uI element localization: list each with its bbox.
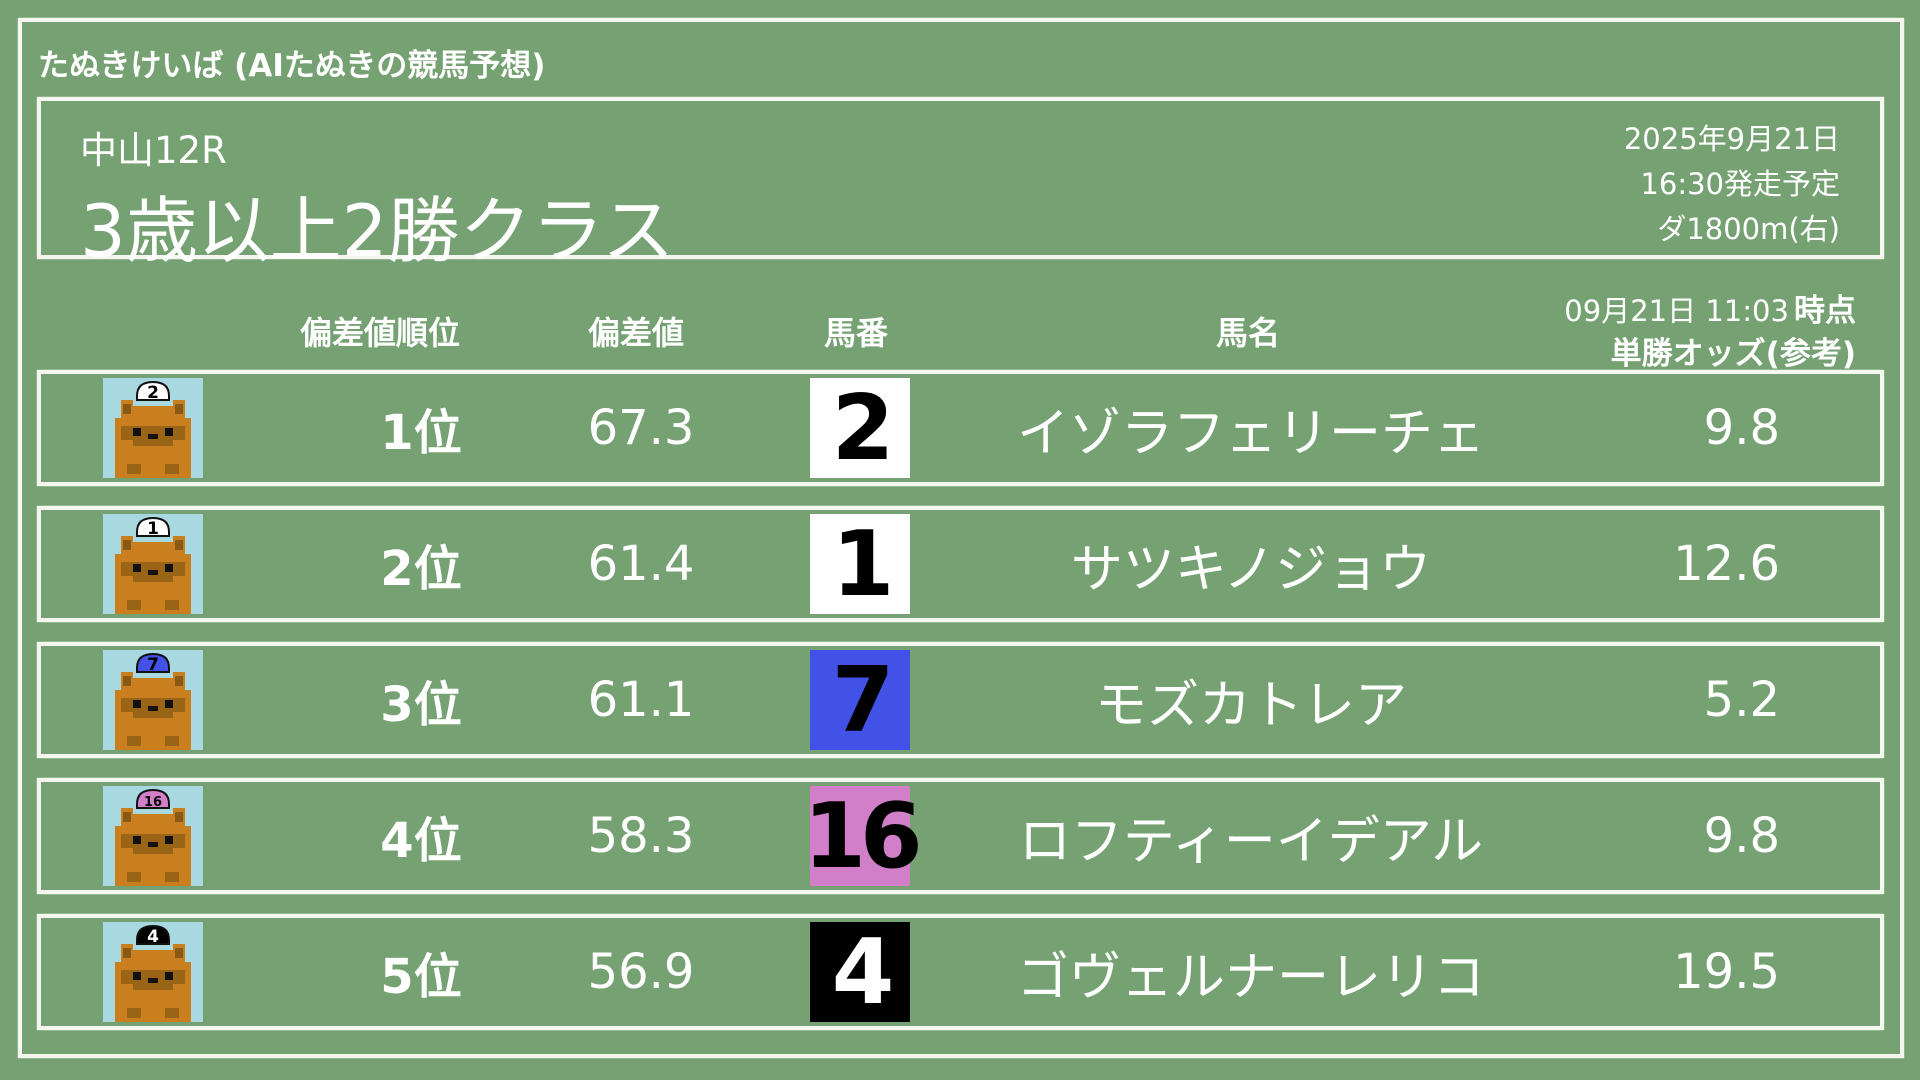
horse-number: 16: [803, 783, 922, 889]
score: 58.3: [587, 808, 695, 864]
rank: 4位: [380, 813, 462, 869]
horse-number: 2: [810, 376, 910, 481]
rank: 2位: [380, 541, 462, 597]
tanuki-svg: 1: [103, 514, 203, 614]
col-odds: 09月21日 11:03 時点 単勝オッズ(参考): [1564, 292, 1856, 373]
tanuki-svg: 16: [103, 786, 203, 886]
score: 67.3: [587, 400, 695, 456]
table-row: 4 5位 56.9 4 ゴヴェルナーレリコ 19.5: [37, 914, 1884, 1030]
race-name: 3歳以上2勝クラス: [80, 189, 675, 273]
rank: 1位: [380, 405, 462, 461]
svg-text:1: 1: [147, 519, 159, 539]
app-title: たぬきけいば (AIたぬきの競馬予想): [38, 48, 546, 84]
horse-name: ゴヴェルナーレリコ: [1016, 947, 1485, 1008]
horse-name: イゾラフェリーチェ: [1016, 403, 1485, 464]
horse-name: サツキノジョウ: [1070, 539, 1432, 600]
table-row: 1 2位 61.4 1 サツキノジョウ 12.6: [37, 506, 1884, 622]
horse-number: 7: [810, 648, 910, 753]
tanuki-icon: 4: [103, 918, 203, 1026]
table-row: 2 1位 67.3 2 イゾラフェリーチェ 9.8: [37, 370, 1884, 486]
race-venue: 中山12R: [80, 129, 227, 172]
tanuki-icon: 2: [103, 374, 203, 482]
tanuki-icon: 1: [103, 510, 203, 618]
table-row: 7 3位 61.1 7 モズカトレア 5.2: [37, 642, 1884, 758]
col-rank: 偏差値順位: [299, 314, 460, 352]
tanuki-icon: 7: [103, 646, 203, 754]
table-row: 16 4位 58.3 16 ロフティーイデアル 9.8: [37, 778, 1884, 894]
board-frame: [18, 18, 1904, 1058]
race-date: 2025年9月21日: [1623, 122, 1840, 156]
horse-name: モズカトレア: [1094, 675, 1407, 736]
odds: 9.8: [1703, 808, 1780, 864]
odds: 19.5: [1673, 944, 1780, 1000]
odds: 12.6: [1673, 536, 1780, 592]
svg-text:16: 16: [144, 795, 162, 810]
tanuki-svg: 2: [103, 378, 203, 478]
odds: 5.2: [1703, 672, 1780, 728]
score: 61.4: [587, 536, 695, 592]
tanuki-svg: 7: [103, 650, 203, 750]
odds-label: 単勝オッズ(参考): [1610, 336, 1856, 372]
odds-time-suffix: 時点: [1794, 293, 1856, 329]
rank: 5位: [380, 949, 462, 1005]
race-header: [37, 97, 1884, 259]
race-post-time: 16:30発走予定: [1640, 167, 1840, 201]
svg-text:2: 2: [147, 383, 159, 403]
odds: 9.8: [1703, 400, 1780, 456]
horse-name: ロフティーイデアル: [1018, 811, 1484, 872]
score: 56.9: [587, 944, 695, 1000]
horse-number: 1: [810, 512, 910, 617]
svg-text:7: 7: [147, 655, 159, 675]
tanuki-svg: 4: [103, 922, 203, 1022]
odds-time: 09月21日 11:03: [1564, 294, 1789, 328]
col-number: 馬番: [823, 314, 888, 352]
rank: 3位: [380, 677, 462, 733]
svg-text:4: 4: [147, 927, 159, 947]
col-score: 偏差値: [587, 314, 684, 352]
col-name: 馬名: [1215, 314, 1280, 352]
horse-number: 4: [810, 920, 910, 1025]
score: 61.1: [587, 672, 695, 728]
tanuki-icon: 16: [103, 782, 203, 890]
race-course: ダ1800m(右): [1657, 212, 1840, 246]
